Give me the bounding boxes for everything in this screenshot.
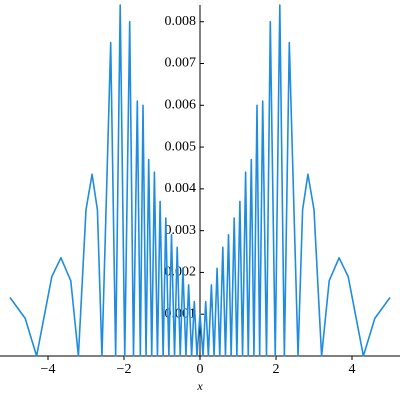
x-tick-label: −2 xyxy=(117,362,132,377)
data-line xyxy=(9,4,391,357)
y-tick-label: 0.004 xyxy=(165,181,197,196)
y-tick-label: 0.007 xyxy=(165,56,197,71)
y-tick-label: 0.003 xyxy=(165,223,197,238)
y-tick-label: 0.006 xyxy=(165,98,197,113)
y-tick-label: 0.002 xyxy=(165,265,197,280)
x-tick-label: 2 xyxy=(273,362,280,377)
y-tick-label: 0.008 xyxy=(165,14,197,29)
x-tick-label: −4 xyxy=(41,362,56,377)
x-axis-label: x xyxy=(196,379,203,393)
x-tick-label: 4 xyxy=(349,362,356,377)
x-tick-label: 0 xyxy=(197,362,204,377)
y-tick-label: 0.005 xyxy=(165,139,197,154)
